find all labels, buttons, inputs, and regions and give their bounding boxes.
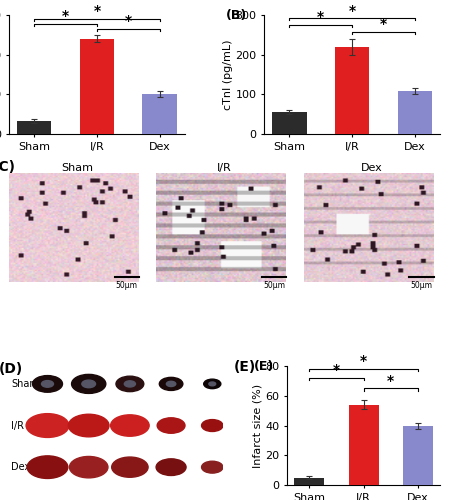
Circle shape [202,461,223,473]
Text: *: * [387,374,394,388]
Circle shape [41,380,53,387]
Text: *: * [380,17,387,31]
Circle shape [112,457,148,477]
Circle shape [71,374,106,394]
Text: (E): (E) [254,360,274,373]
Circle shape [159,378,183,390]
Circle shape [116,376,144,392]
Title: I/R: I/R [217,162,232,172]
Text: 50μm: 50μm [116,281,138,290]
Bar [397,91,432,134]
Circle shape [204,379,221,388]
Bar [80,39,114,134]
Text: 50μm: 50μm [410,281,432,290]
Bar [335,46,369,134]
Text: *: * [93,4,101,18]
Text: *: * [62,10,69,24]
Circle shape [202,420,223,432]
Bar [294,478,324,485]
Circle shape [209,382,216,386]
Circle shape [27,456,68,478]
Circle shape [157,418,185,434]
Text: (C): (C) [0,160,16,174]
Text: 50μm: 50μm [263,281,285,290]
Y-axis label: cTnI (pg/mL): cTnI (pg/mL) [223,39,233,110]
Text: (E): (E) [233,360,256,374]
Bar [17,121,52,134]
Text: I/R: I/R [11,420,24,430]
Text: Dex: Dex [11,462,31,472]
Text: (D): (D) [0,362,22,376]
Title: Dex: Dex [361,162,383,172]
Bar [348,404,379,485]
Text: (B): (B) [225,9,247,22]
Circle shape [82,380,96,388]
Bar [142,94,177,134]
Text: *: * [125,14,132,28]
Text: *: * [348,4,356,18]
Circle shape [167,382,176,386]
Text: *: * [317,10,324,24]
Title: Sham: Sham [61,162,93,172]
Bar [403,426,433,485]
Circle shape [32,376,62,392]
Text: Sham: Sham [11,379,39,389]
Circle shape [124,381,136,387]
Text: *: * [360,354,367,368]
Circle shape [26,414,69,438]
Circle shape [70,456,108,478]
Circle shape [156,459,186,475]
Text: *: * [333,364,340,378]
Circle shape [110,415,149,436]
Y-axis label: Infarct size (%): Infarct size (%) [253,384,263,468]
Bar [272,112,307,134]
Circle shape [68,414,109,437]
